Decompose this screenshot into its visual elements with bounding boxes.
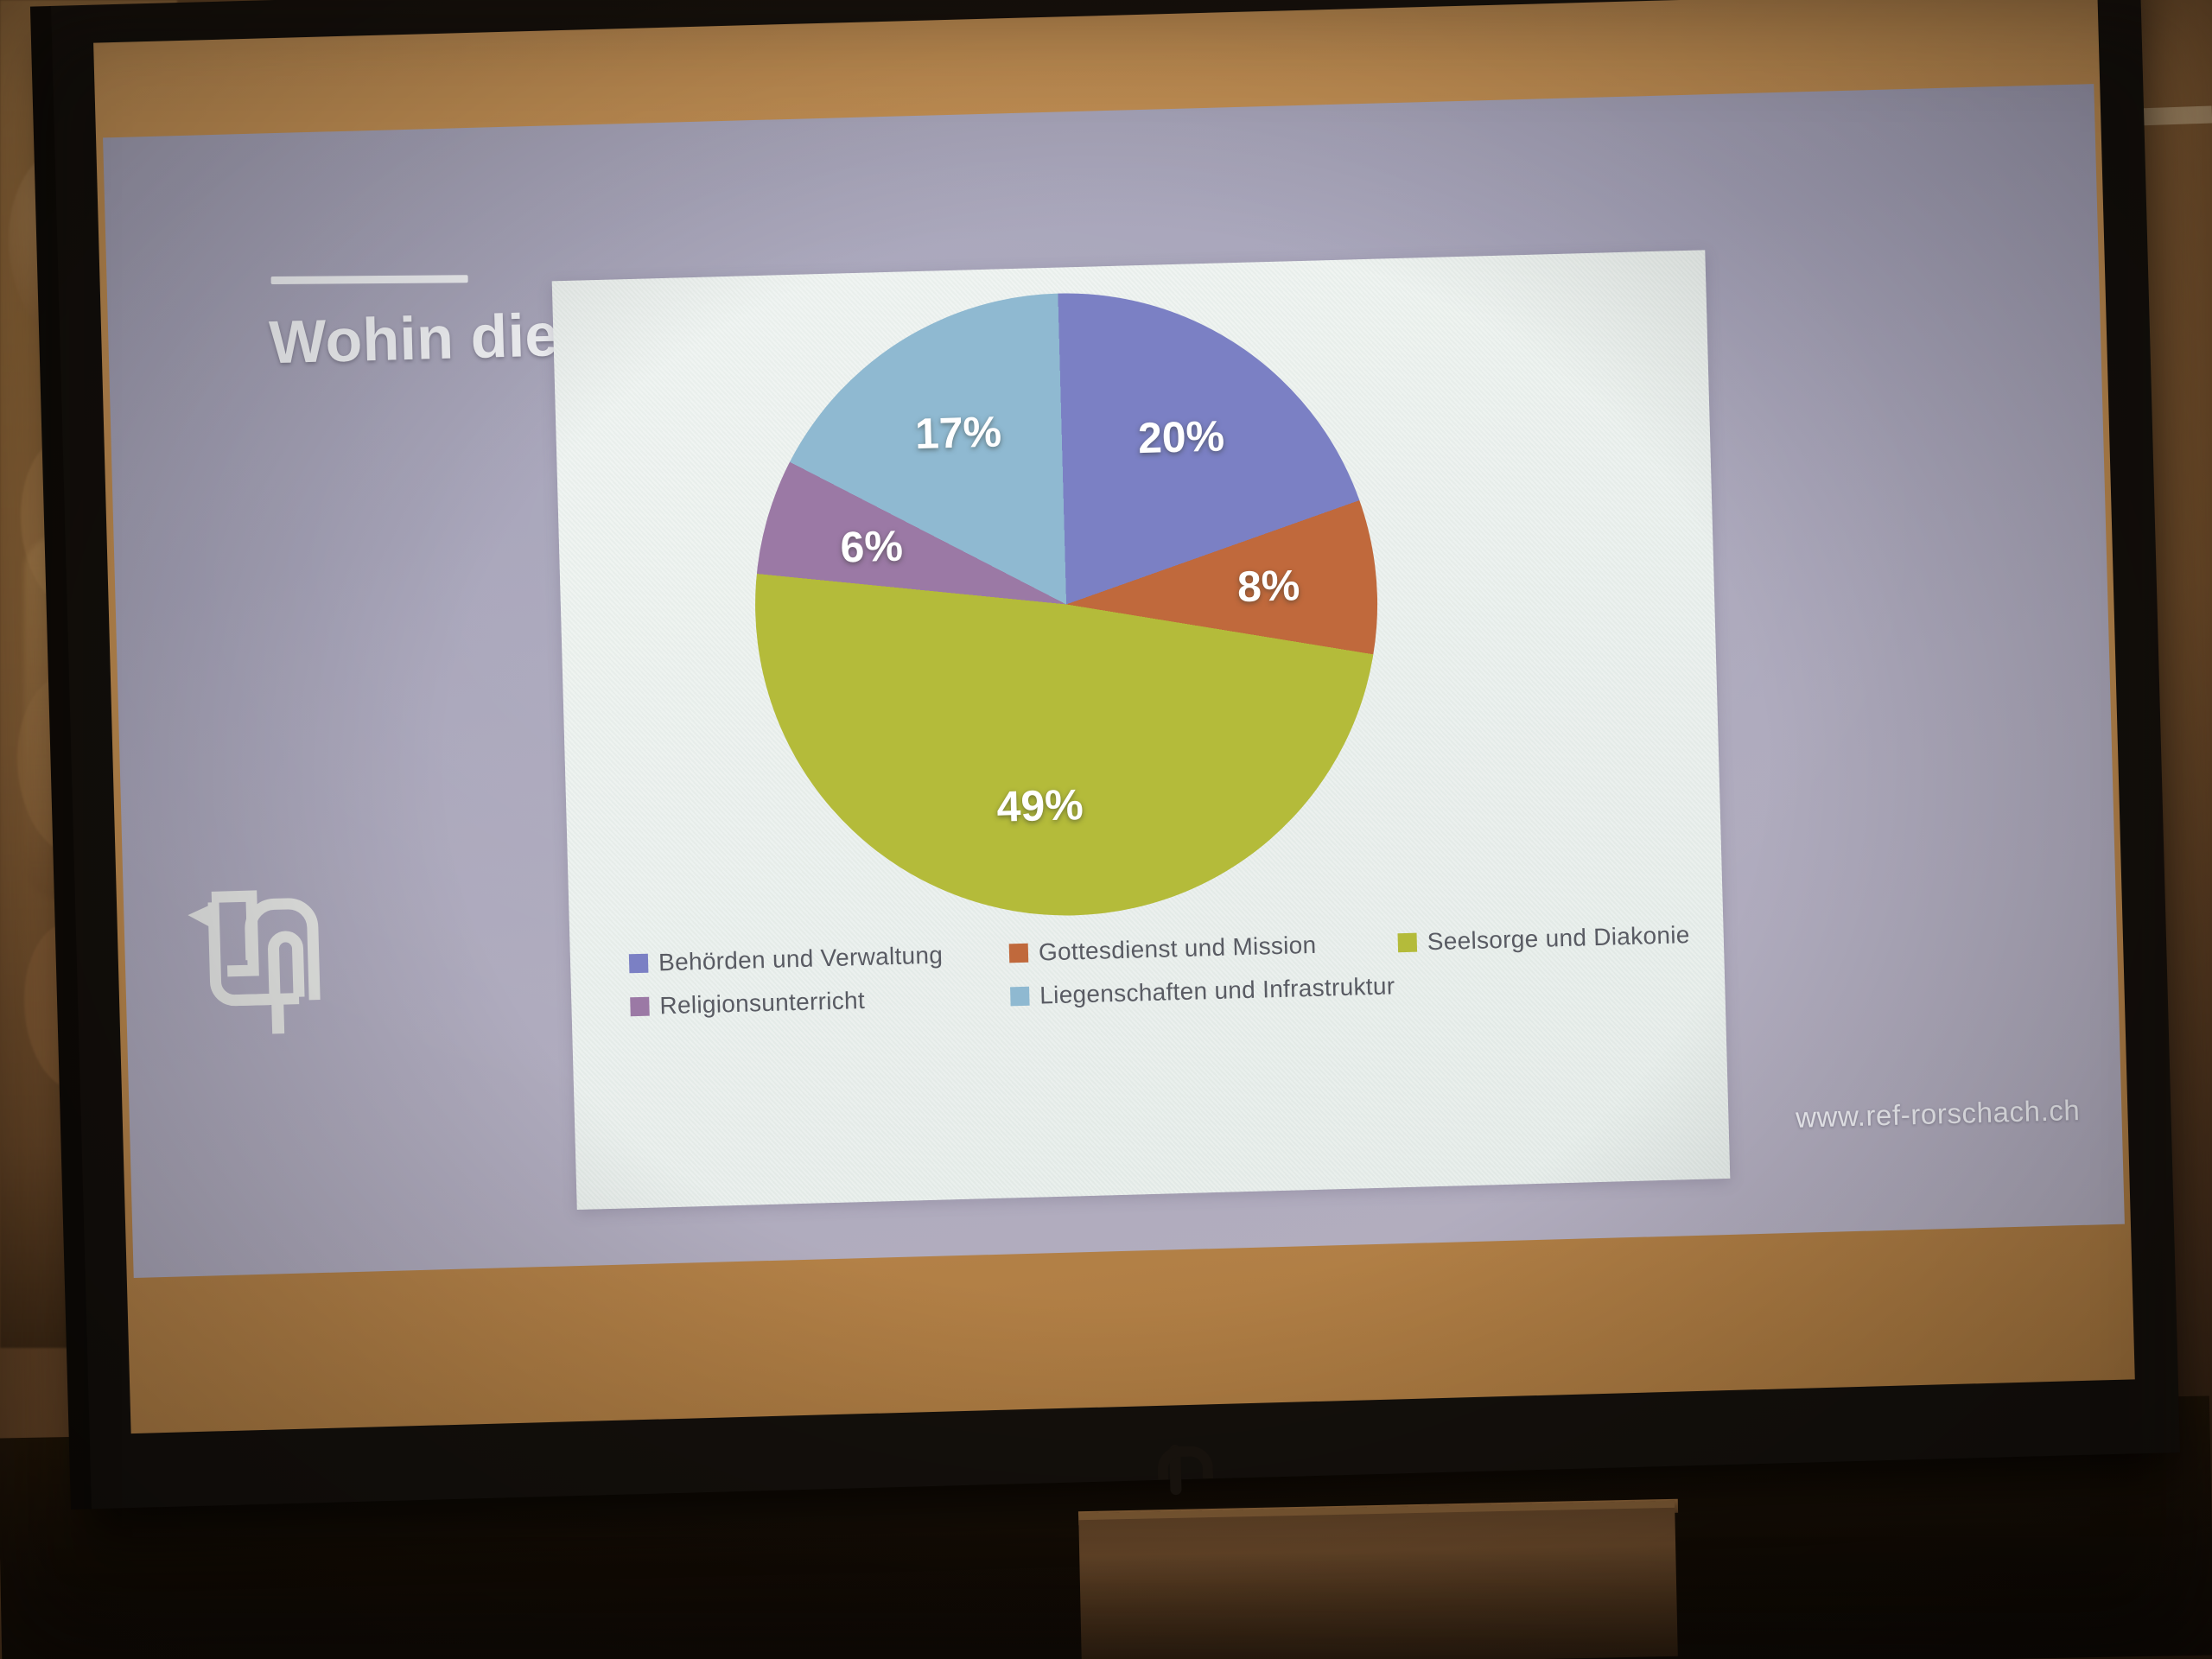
- website-url: www.ref-rorschach.ch: [1795, 1093, 2081, 1134]
- legend-item-gottesdienst-und-mission: Gottesdienst und Mission: [1008, 929, 1399, 967]
- pie-chart-panel: 20% 8% 49% 6% 17% Behörden und Verwaltun…: [551, 250, 1731, 1211]
- title-accent-rule: [270, 275, 468, 285]
- pie-chart: 20% 8% 49% 6% 17%: [747, 284, 1386, 925]
- legend-item-religionsunterricht: Religionsunterricht: [630, 982, 1011, 1020]
- legend-swatch-icon: [628, 953, 649, 974]
- chart-legend: Behörden und Verwaltung Gottesdienst und…: [628, 920, 1711, 1036]
- legend-item-behoerden-und-verwaltung: Behörden und Verwaltung: [628, 939, 1010, 977]
- pie-label-seelsorge: 49%: [995, 780, 1084, 831]
- legend-label: Behörden und Verwaltung: [658, 941, 944, 976]
- pie-label-liegenschaften: 17%: [914, 407, 1002, 458]
- pie-label-behoerden: 20%: [1137, 411, 1225, 463]
- legend-swatch-icon: [630, 996, 650, 1017]
- projection-screen: Wohin die Kirchensteuern fliessen: [48, 0, 2181, 1510]
- pie-label-gottesdienst: 8%: [1236, 561, 1300, 612]
- legend-label: Liegenschaften und Infrastruktur: [1039, 972, 1395, 1009]
- pie-label-religionsunterricht: 6%: [839, 521, 904, 572]
- legend-label: Religionsunterricht: [659, 986, 866, 1020]
- legend-label: Gottesdienst und Mission: [1038, 931, 1317, 966]
- ref-rorschach-monogram-icon: [185, 875, 336, 1039]
- wooden-podium: [1078, 1500, 1678, 1659]
- legend-swatch-icon: [1010, 986, 1030, 1007]
- screen-pull-hook-icon: [1148, 1444, 1211, 1506]
- screen-canvas: Wohin die Kirchensteuern fliessen: [93, 0, 2135, 1434]
- presentation-slide: Wohin die Kirchensteuern fliessen: [103, 84, 2125, 1278]
- legend-item-seelsorge-und-diakonie: Seelsorge und Diakonie: [1397, 921, 1692, 957]
- legend-swatch-icon: [1397, 932, 1418, 953]
- legend-item-liegenschaften-und-infrastruktur: Liegenschaften und Infrastruktur: [1010, 972, 1400, 1010]
- legend-swatch-icon: [1008, 943, 1029, 963]
- legend-label: Seelsorge und Diakonie: [1427, 921, 1691, 956]
